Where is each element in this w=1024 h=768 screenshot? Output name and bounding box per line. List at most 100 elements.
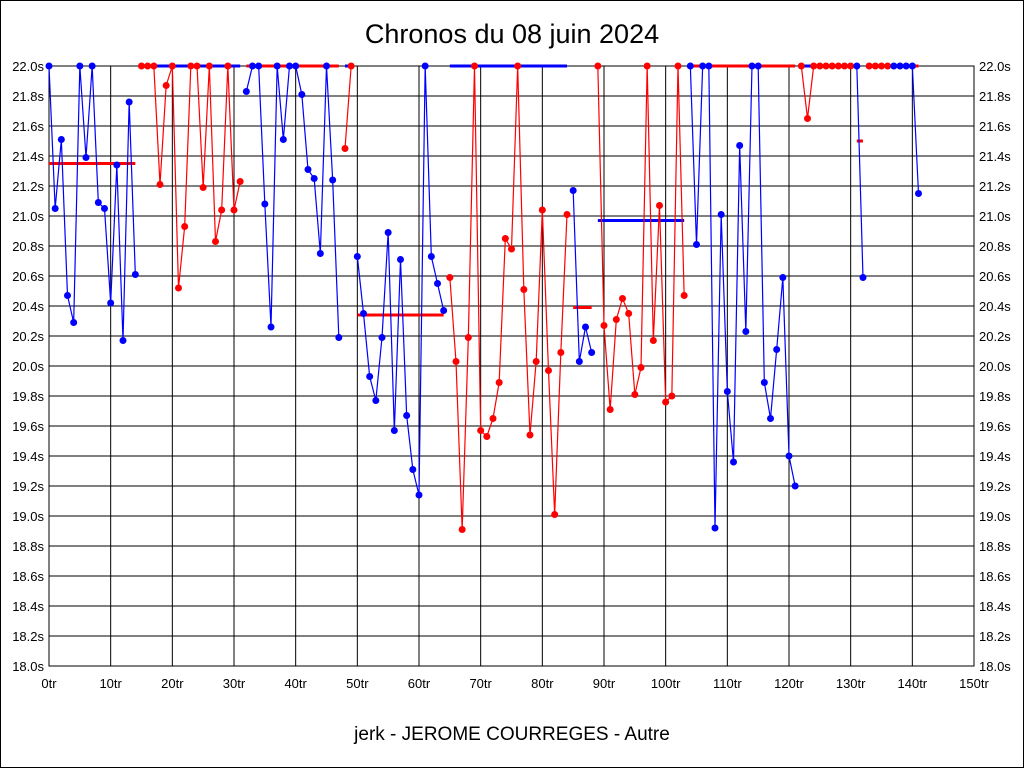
lap-point [668, 392, 676, 400]
lap-point [125, 98, 133, 106]
y-tick-label-left: 20.0s [12, 359, 44, 374]
y-tick-label-left: 18.8s [12, 539, 44, 554]
y-tick-label-right: 22.0s [979, 59, 1011, 74]
lap-point [452, 358, 460, 365]
lap-point [397, 256, 404, 263]
lap-point [427, 253, 435, 260]
lap-point [711, 524, 719, 532]
x-tick-label: 90tr [593, 676, 616, 691]
lap-point [82, 154, 90, 161]
session-line [356, 65, 445, 496]
lap-point [64, 292, 71, 299]
y-tick-label-right: 19.8s [979, 389, 1011, 404]
lap-point [582, 323, 589, 331]
lap-point [267, 323, 275, 331]
lap-point [471, 62, 478, 70]
lap-point [144, 62, 152, 70]
lap-point [791, 482, 799, 490]
lap-point [508, 245, 515, 253]
lap-point [779, 274, 787, 281]
lap-point [853, 62, 861, 70]
x-tick-label: 40tr [284, 676, 307, 691]
lap-point [890, 62, 898, 70]
lap-point [440, 307, 448, 314]
y-tick-label-right: 21.2s [979, 179, 1011, 194]
x-tick-label: 50tr [346, 676, 369, 691]
lap-point [686, 62, 694, 70]
lap-point [205, 62, 213, 70]
lap-point [773, 346, 781, 353]
lap-point [292, 62, 300, 70]
lap-point [816, 62, 824, 70]
lap-point [767, 415, 774, 422]
lap-point [113, 161, 121, 169]
lap-point [871, 62, 879, 70]
x-tick-label: 0tr [41, 676, 57, 691]
lap-point [693, 241, 700, 248]
lap-point [119, 337, 127, 344]
lap-point [588, 349, 596, 356]
axes: 18.0s 18.0s 18.2s 18.2s 18.4s 18.4s 18.6s 18.6s… [12, 59, 1011, 691]
session-line [800, 65, 851, 119]
lap-point [329, 176, 337, 184]
lap-point [304, 166, 312, 173]
x-tick-label: 130tr [836, 676, 866, 691]
lap-point [286, 62, 293, 70]
lap-point [915, 190, 922, 197]
session-line [893, 65, 920, 194]
lap-point [699, 62, 707, 70]
lap-point [902, 62, 910, 70]
lap-point [649, 337, 657, 344]
lap-point [70, 319, 78, 326]
y-tick-label-right: 19.0s [979, 509, 1011, 524]
session-line [344, 65, 352, 149]
lap-point [538, 206, 546, 214]
lap-point [230, 206, 238, 214]
lap-point [101, 205, 108, 212]
y-tick-label-right: 21.0s [979, 209, 1011, 224]
y-tick-label-left: 18.2s [12, 629, 44, 644]
lap-point [76, 62, 84, 70]
lap-point [94, 199, 102, 206]
lap-point [674, 62, 682, 70]
x-axis-label: jerk - JEROME COURREGES - Autre [354, 724, 670, 745]
y-tick-label-right: 21.6s [979, 119, 1011, 134]
lap-point [551, 511, 559, 518]
lap-point [859, 274, 867, 281]
y-tick-label-right: 18.6s [979, 569, 1011, 584]
y-tick-label-right: 18.2s [979, 629, 1011, 644]
lap-point [680, 292, 688, 299]
y-tick-label-left: 19.4s [12, 449, 44, 464]
lap-point [249, 62, 256, 70]
lap-point [847, 62, 855, 70]
session-line [48, 65, 136, 341]
lap-point [57, 136, 65, 143]
y-tick-label-right: 18.0s [979, 659, 1011, 674]
lap-point [236, 178, 244, 185]
lap-point [316, 250, 324, 257]
lap-point [532, 358, 540, 365]
lap-point [656, 202, 663, 209]
lap-point [662, 398, 670, 406]
y-tick-label-right: 21.4s [979, 149, 1011, 164]
y-tick-label-left: 21.0s [12, 209, 44, 224]
lap-point [150, 62, 158, 70]
y-tick-label-right: 18.8s [979, 539, 1011, 554]
y-tick-label-left: 22.0s [12, 59, 44, 74]
lap-point [730, 458, 737, 466]
lap-point [458, 526, 466, 533]
y-tick-label-right: 20.8s [979, 239, 1011, 254]
lap-point [168, 62, 176, 70]
y-tick-label-right: 19.4s [979, 449, 1011, 464]
lap-point [804, 115, 811, 122]
y-tick-label-left: 20.6s [12, 269, 44, 284]
lap-point [717, 211, 725, 218]
lap-point [193, 62, 201, 70]
lap-point [526, 431, 534, 439]
y-tick-label-left: 20.2s [12, 329, 44, 344]
lap-point [298, 91, 306, 98]
lap-point [347, 62, 355, 70]
lap-point [390, 427, 398, 434]
lap-point [810, 62, 818, 70]
session-line [689, 65, 796, 529]
